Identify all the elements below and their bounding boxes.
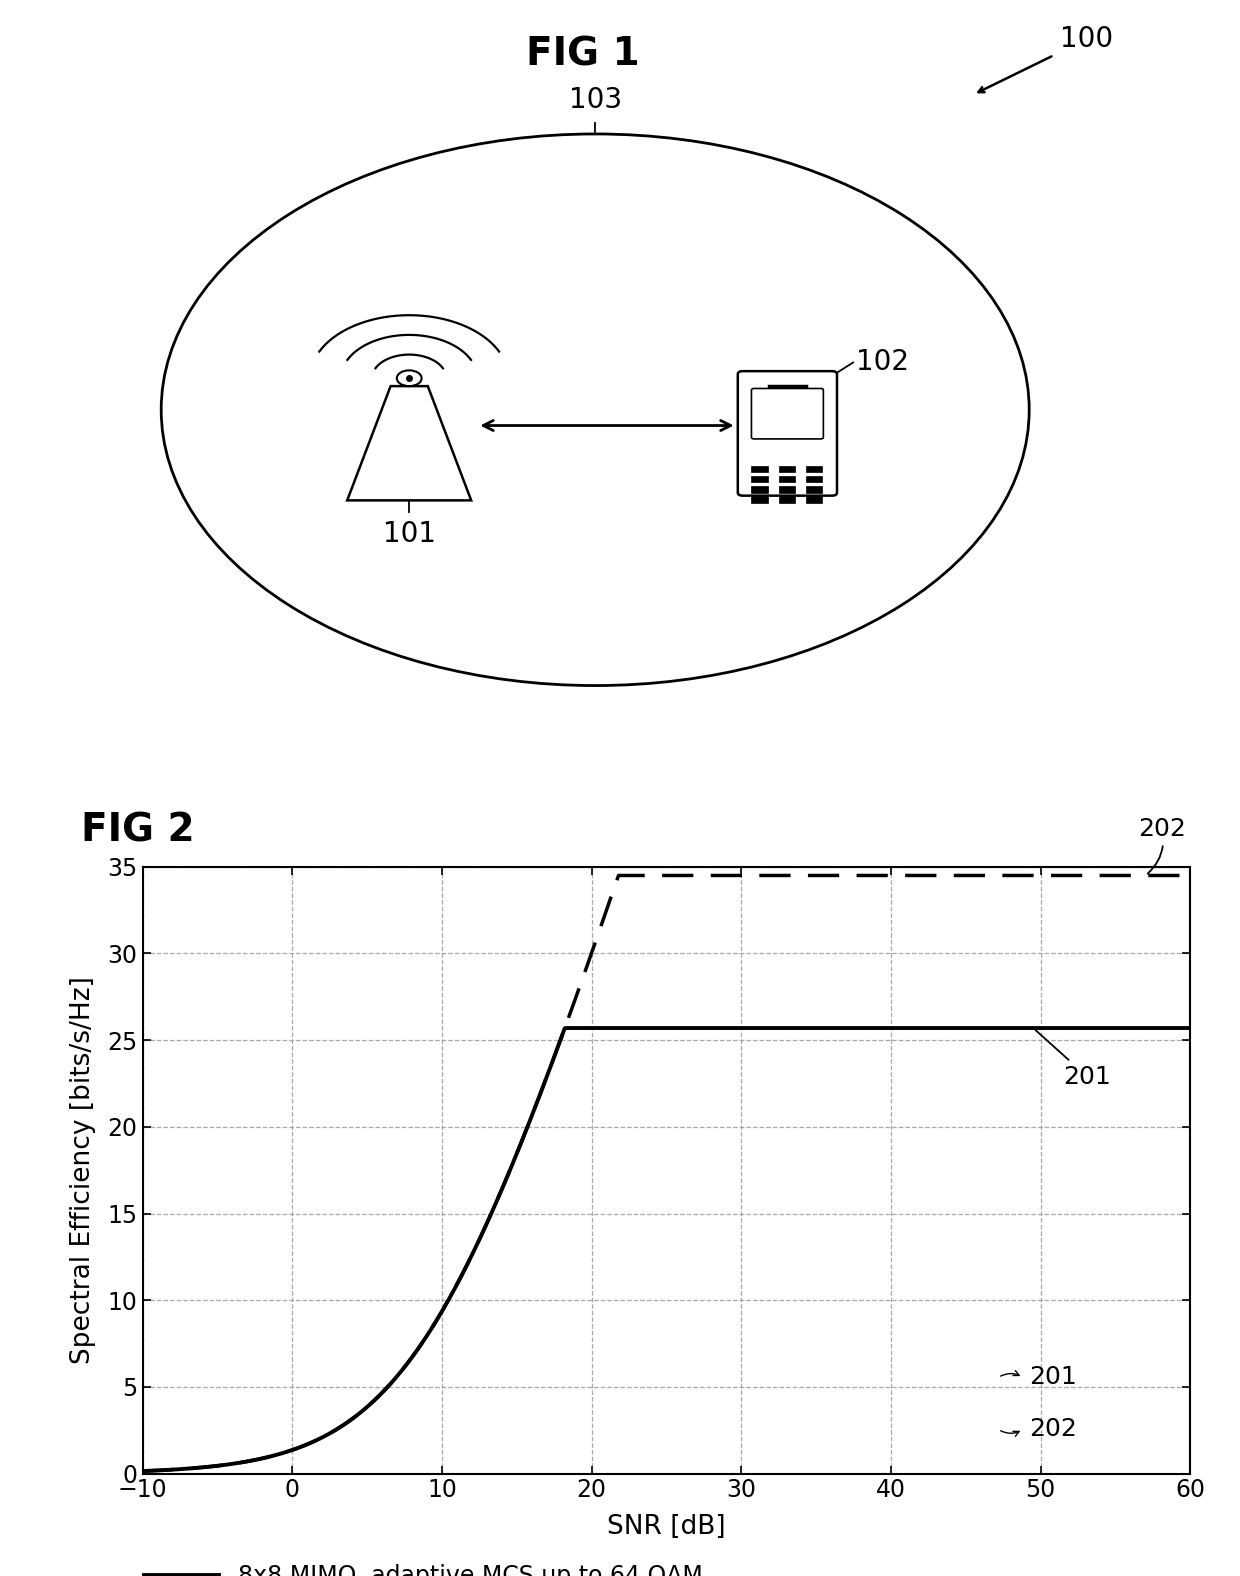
FancyBboxPatch shape bbox=[738, 372, 837, 496]
Line: 8x8 MIMO, adaptive MCS up to 256 QAM: 8x8 MIMO, adaptive MCS up to 256 QAM bbox=[143, 876, 1190, 1470]
Text: 102: 102 bbox=[856, 348, 909, 377]
8x8 MIMO, adaptive MCS up to 64 QAM bbox=[188, 1458, 203, 1477]
8x8 MIMO, adaptive MCS up to 256 QAM bbox=[611, 867, 626, 886]
Bar bbox=[751, 496, 768, 503]
Text: 201: 201 bbox=[1029, 1365, 1078, 1390]
Text: 201: 201 bbox=[1035, 1029, 1111, 1089]
Circle shape bbox=[397, 370, 422, 386]
Text: 202: 202 bbox=[1029, 1417, 1078, 1442]
Bar bbox=[751, 485, 768, 492]
8x8 MIMO, adaptive MCS up to 64 QAM bbox=[558, 1018, 573, 1037]
8x8 MIMO, adaptive MCS up to 64 QAM bbox=[961, 1018, 976, 1037]
Bar bbox=[806, 496, 822, 503]
8x8 MIMO, adaptive MCS up to 256 QAM bbox=[1183, 867, 1198, 886]
Bar bbox=[751, 476, 768, 482]
X-axis label: SNR [dB]: SNR [dB] bbox=[608, 1513, 725, 1540]
Bar bbox=[779, 485, 795, 492]
Text: 101: 101 bbox=[383, 520, 435, 548]
Y-axis label: Spectral Efficiency [bits/s/Hz]: Spectral Efficiency [bits/s/Hz] bbox=[71, 976, 97, 1365]
Bar bbox=[779, 496, 795, 503]
8x8 MIMO, adaptive MCS up to 256 QAM bbox=[1153, 867, 1168, 886]
Text: 100: 100 bbox=[1060, 25, 1114, 54]
Polygon shape bbox=[347, 386, 471, 501]
8x8 MIMO, adaptive MCS up to 64 QAM bbox=[135, 1461, 150, 1480]
8x8 MIMO, adaptive MCS up to 64 QAM bbox=[618, 1018, 632, 1037]
Legend: 8x8 MIMO, adaptive MCS up to 64 QAM, 8x8 MIMO, adaptive MCS up to 256 QAM: 8x8 MIMO, adaptive MCS up to 64 QAM, 8x8… bbox=[144, 1565, 718, 1576]
Line: 8x8 MIMO, adaptive MCS up to 64 QAM: 8x8 MIMO, adaptive MCS up to 64 QAM bbox=[143, 1028, 1190, 1470]
Bar bbox=[779, 466, 795, 473]
Bar bbox=[806, 476, 822, 482]
8x8 MIMO, adaptive MCS up to 64 QAM bbox=[1153, 1018, 1168, 1037]
FancyBboxPatch shape bbox=[751, 389, 823, 438]
Text: FIG 2: FIG 2 bbox=[81, 812, 195, 849]
8x8 MIMO, adaptive MCS up to 64 QAM bbox=[1183, 1018, 1198, 1037]
8x8 MIMO, adaptive MCS up to 64 QAM bbox=[1152, 1018, 1167, 1037]
Text: FIG 1: FIG 1 bbox=[526, 35, 640, 74]
Bar bbox=[806, 466, 822, 473]
8x8 MIMO, adaptive MCS up to 256 QAM bbox=[618, 867, 632, 886]
Bar bbox=[779, 476, 795, 482]
8x8 MIMO, adaptive MCS up to 64 QAM bbox=[645, 1018, 660, 1037]
8x8 MIMO, adaptive MCS up to 256 QAM bbox=[135, 1461, 150, 1480]
Text: 202: 202 bbox=[1138, 816, 1185, 873]
8x8 MIMO, adaptive MCS up to 256 QAM bbox=[961, 867, 976, 886]
Bar bbox=[806, 485, 822, 492]
8x8 MIMO, adaptive MCS up to 256 QAM bbox=[1152, 867, 1167, 886]
Text: 103: 103 bbox=[569, 87, 621, 113]
8x8 MIMO, adaptive MCS up to 256 QAM bbox=[188, 1458, 203, 1477]
8x8 MIMO, adaptive MCS up to 256 QAM bbox=[645, 867, 660, 886]
Bar bbox=[751, 466, 768, 473]
